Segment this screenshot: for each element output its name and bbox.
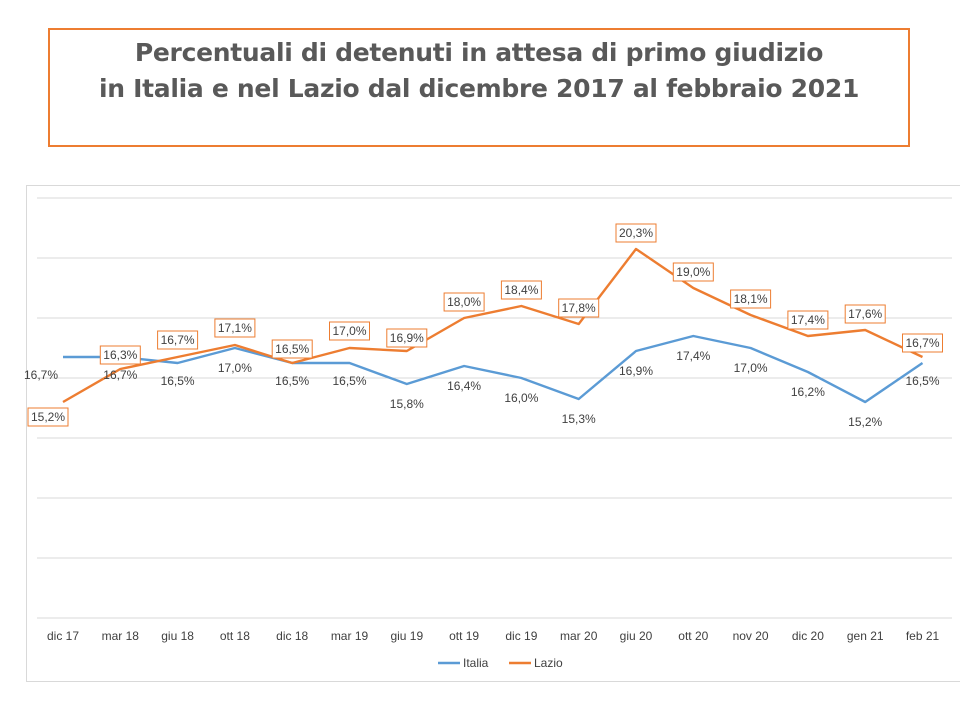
data-label-lazio: 16,7% xyxy=(161,333,195,347)
data-label-lazio: 18,4% xyxy=(504,283,538,297)
x-tick-label: giu 18 xyxy=(161,629,194,643)
x-tick-label: giu 20 xyxy=(620,629,653,643)
data-label-box-lazio xyxy=(558,298,600,318)
x-tick-label: dic 19 xyxy=(505,629,537,643)
data-label-italia: 15,8% xyxy=(390,397,424,411)
data-label-italia: 16,7% xyxy=(24,368,58,382)
data-label-italia: 16,2% xyxy=(791,385,825,399)
data-label-lazio: 19,0% xyxy=(676,265,710,279)
data-label-italia: 16,5% xyxy=(905,374,939,388)
data-label-italia: 16,0% xyxy=(504,391,538,405)
data-label-italia: 16,4% xyxy=(447,379,481,393)
data-label-italia: 15,2% xyxy=(848,415,882,429)
x-tick-label: dic 20 xyxy=(792,629,824,643)
data-label-box-lazio xyxy=(271,339,313,359)
series-line-lazio xyxy=(62,247,924,404)
x-tick-label: dic 18 xyxy=(276,629,308,643)
data-label-lazio: 16,5% xyxy=(275,342,309,356)
data-label-italia: 17,0% xyxy=(734,361,768,375)
data-label-box-lazio xyxy=(329,321,370,341)
data-label-box-lazio xyxy=(157,330,199,350)
data-label-box-lazio xyxy=(615,223,657,243)
data-label-italia: 16,7% xyxy=(103,368,137,382)
data-label-box-lazio xyxy=(386,328,428,348)
x-tick-label: dic 17 xyxy=(47,629,79,643)
data-label-box-lazio xyxy=(672,262,714,282)
x-tick-label: mar 20 xyxy=(560,629,598,643)
data-label-box-lazio xyxy=(500,280,542,300)
series-line-italia xyxy=(63,334,924,404)
chart-title-box: Percentuali di detenuti in attesa di pri… xyxy=(48,28,910,147)
data-label-lazio: 16,7% xyxy=(905,336,939,350)
data-label-box-lazio xyxy=(787,310,829,330)
data-label-lazio: 17,6% xyxy=(848,307,882,321)
x-tick-label: ott 18 xyxy=(220,629,250,643)
x-tick-label: ott 20 xyxy=(678,629,708,643)
data-label-italia: 17,4% xyxy=(676,349,710,363)
x-tick-label: feb 21 xyxy=(906,629,940,643)
chart-title-line-1: Percentuali di detenuti in attesa di pri… xyxy=(134,38,824,67)
data-label-lazio: 17,4% xyxy=(791,313,825,327)
chart-frame xyxy=(26,185,960,682)
data-label-italia: 16,5% xyxy=(332,374,366,388)
data-label-lazio: 18,1% xyxy=(734,292,768,306)
data-label-lazio: 17,1% xyxy=(218,321,252,335)
data-label-italia: 16,5% xyxy=(275,374,309,388)
data-label-lazio: 16,9% xyxy=(390,331,424,345)
data-label-italia: 15,3% xyxy=(562,412,596,426)
x-tick-label: giu 19 xyxy=(390,629,423,643)
legend-label-italia: Italia xyxy=(463,656,489,670)
x-tick-label: mar 19 xyxy=(331,629,369,643)
legend-label-lazio: Lazio xyxy=(534,656,563,670)
data-label-lazio: 17,8% xyxy=(562,301,596,315)
x-tick-label: ott 19 xyxy=(449,629,479,643)
data-label-box-lazio xyxy=(99,345,141,365)
data-label-box-lazio xyxy=(443,292,485,312)
chart-title-line-2: in Italia e nel Lazio dal dicembre 2017 … xyxy=(98,74,860,103)
data-label-lazio: 15,2% xyxy=(31,410,65,424)
data-label-box-lazio xyxy=(902,333,943,353)
data-label-italia: 16,9% xyxy=(619,364,653,378)
data-label-box-lazio xyxy=(214,318,256,338)
data-label-lazio: 17,0% xyxy=(332,324,366,338)
data-label-box-lazio xyxy=(730,289,772,309)
x-tick-label: mar 18 xyxy=(102,629,140,643)
data-label-lazio: 18,0% xyxy=(447,295,481,309)
data-label-italia: 16,5% xyxy=(161,374,195,388)
data-label-lazio: 16,3% xyxy=(103,348,137,362)
x-tick-label: nov 20 xyxy=(733,629,769,643)
data-label-italia: 17,0% xyxy=(218,361,252,375)
x-tick-label: gen 21 xyxy=(847,629,884,643)
data-label-box-lazio xyxy=(844,304,886,324)
data-label-lazio: 20,3% xyxy=(619,226,653,240)
data-label-box-lazio xyxy=(27,407,69,427)
